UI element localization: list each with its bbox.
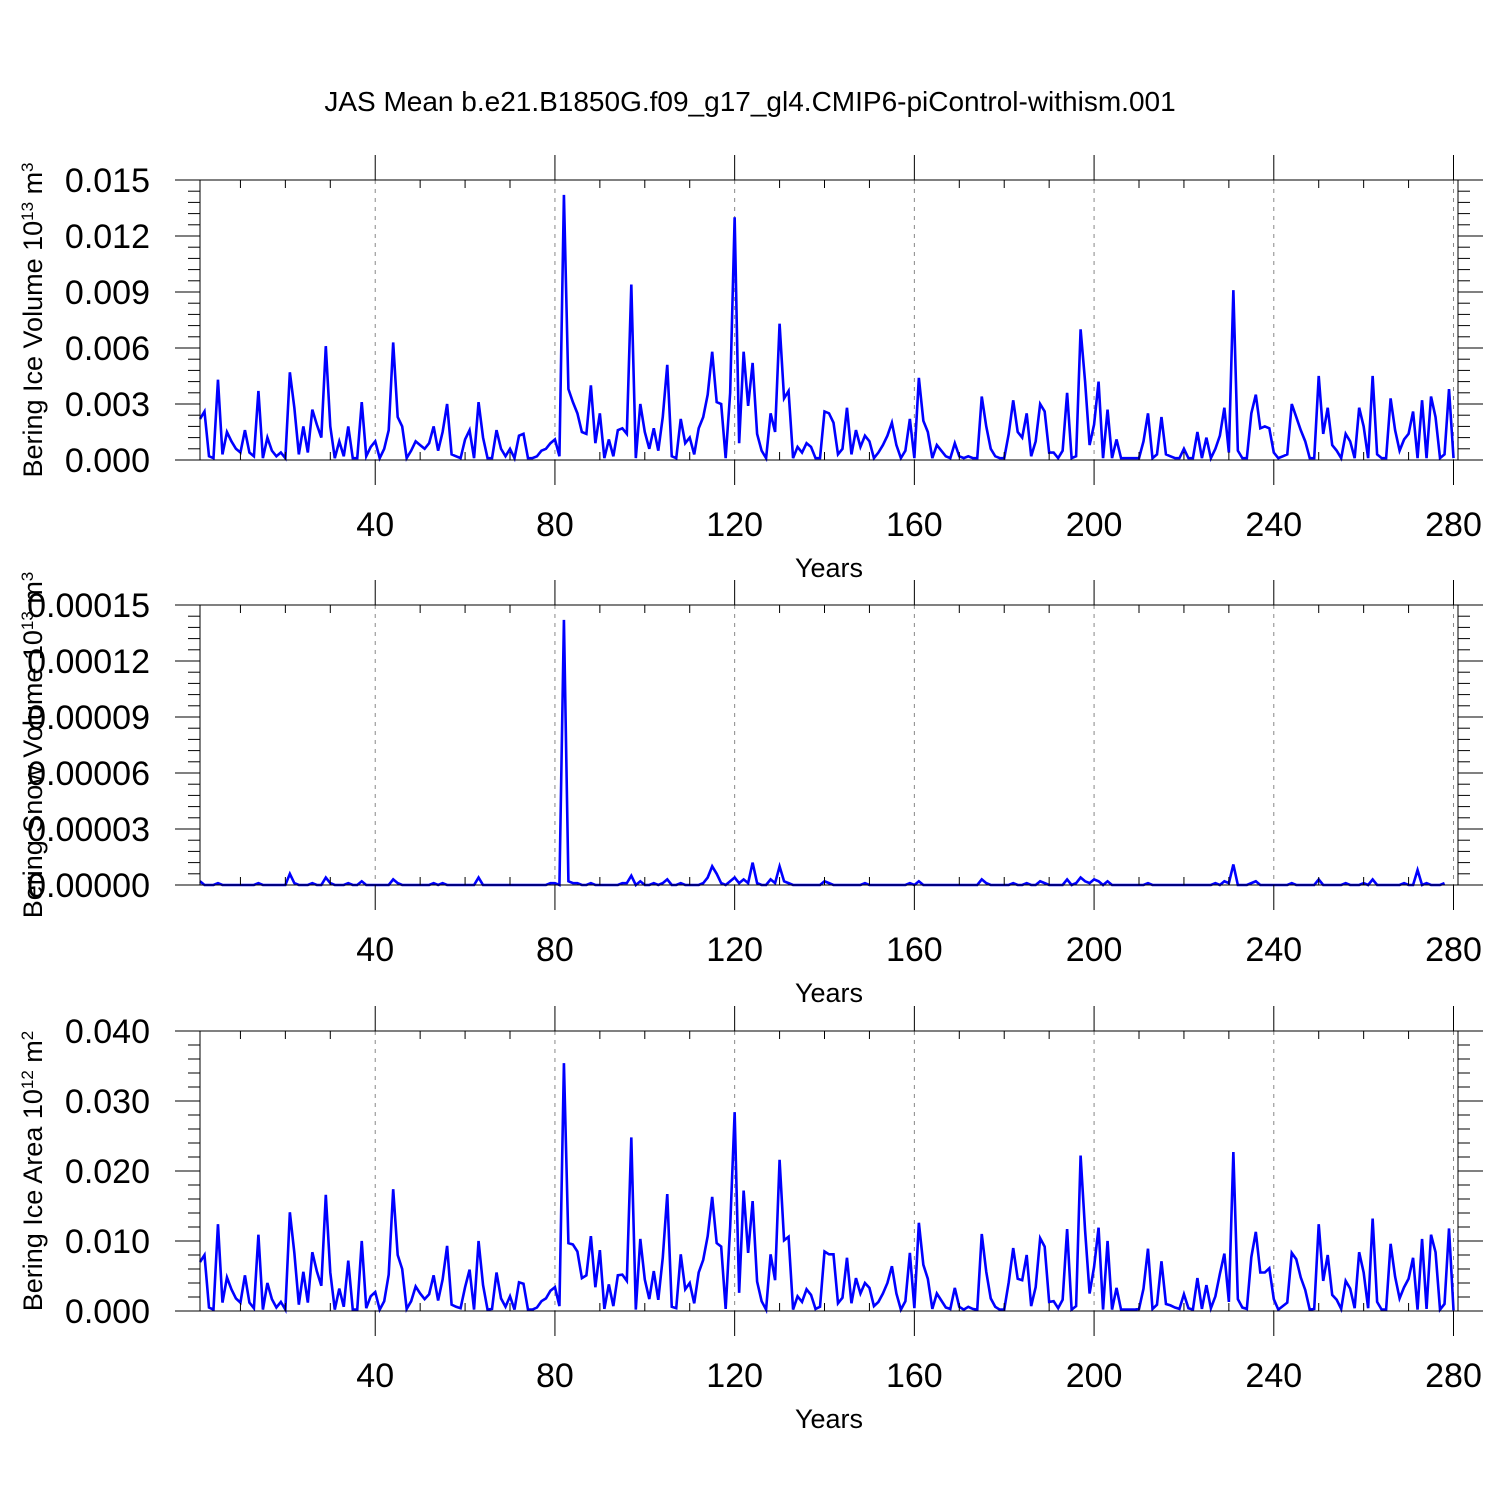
x-tick-label: 120 <box>706 506 763 544</box>
panel-snow-volume: 40 80 120 160 200 240 280 0.00000 0.00003 0.00006… <box>18 572 1483 1008</box>
plot-frame <box>199 179 1459 461</box>
x-tick-label: 40 <box>356 1357 394 1395</box>
x-tick-label: 80 <box>536 1357 574 1395</box>
y-tick-label: 0.000 <box>65 442 150 480</box>
y-tick-label: 0.040 <box>65 1013 150 1051</box>
x-tick-label: 200 <box>1066 1357 1123 1395</box>
series-line <box>199 619 1446 888</box>
x-tick-label: 240 <box>1245 1357 1302 1395</box>
y-tick-label: 0.000 <box>65 1293 150 1331</box>
page-title: JAS Mean b.e21.B1850G.f09_g17_gl4.CMIP6-… <box>324 86 1176 117</box>
x-tick-label: 280 <box>1425 1357 1482 1395</box>
x-tick-label: 280 <box>1425 506 1482 544</box>
y-axis-label: Bering Ice Volume 1013 m3 <box>18 162 49 477</box>
y-tick-label: 0.030 <box>65 1083 150 1121</box>
x-tick-label: 240 <box>1245 931 1302 969</box>
panel-ice-area: 40 80 120 160 200 240 280 0.000 0.010 0.020 0.030 0… <box>18 1006 1483 1434</box>
y-tick-label: 0.00000 <box>27 867 150 905</box>
x-tick-label: 120 <box>706 931 763 969</box>
y-tick-label: 0.003 <box>65 386 150 424</box>
x-axis-label: Years <box>795 978 863 1008</box>
x-tick-label: 200 <box>1066 506 1123 544</box>
y-tick-label: 0.010 <box>65 1223 150 1261</box>
y-tick-label: 0.012 <box>65 218 150 256</box>
x-tick-label: 120 <box>706 1357 763 1395</box>
x-tick-label: 160 <box>886 1357 943 1395</box>
x-tick-label: 40 <box>356 931 394 969</box>
y-tick-label: 0.006 <box>65 330 150 368</box>
x-tick-label: 200 <box>1066 931 1123 969</box>
y-tick-label: 0.00006 <box>27 755 150 793</box>
x-tick-label: 160 <box>886 931 943 969</box>
y-tick-label: 0.00012 <box>27 643 150 681</box>
y-axis-label: Bering Ice Area 1012 m2 <box>18 1031 49 1312</box>
series-line <box>198 1063 1455 1315</box>
y-axis-label: Bering Snow Volume 1013 m3 <box>18 572 49 919</box>
x-axis-label: Years <box>795 1404 863 1434</box>
y-tick-label: 0.020 <box>65 1153 150 1191</box>
y-tick-label: 0.00003 <box>27 811 150 849</box>
series-line <box>198 194 1455 463</box>
x-axis-label: Years <box>795 553 863 583</box>
plot-frame <box>199 604 1459 886</box>
y-tick-label: 0.00009 <box>27 699 150 737</box>
x-tick-label: 160 <box>886 506 943 544</box>
x-tick-label: 280 <box>1425 931 1482 969</box>
panel-ice-volume: 40 80 120 160 200 240 280 0.000 0.003 0.006 0.009 0… <box>18 155 1483 583</box>
y-tick-label: 0.009 <box>65 274 150 312</box>
y-tick-label: 0.015 <box>65 162 150 200</box>
x-tick-label: 80 <box>536 506 574 544</box>
y-tick-label: 0.00015 <box>27 587 150 625</box>
x-tick-label: 40 <box>356 506 394 544</box>
x-tick-label: 240 <box>1245 506 1302 544</box>
x-tick-label: 80 <box>536 931 574 969</box>
